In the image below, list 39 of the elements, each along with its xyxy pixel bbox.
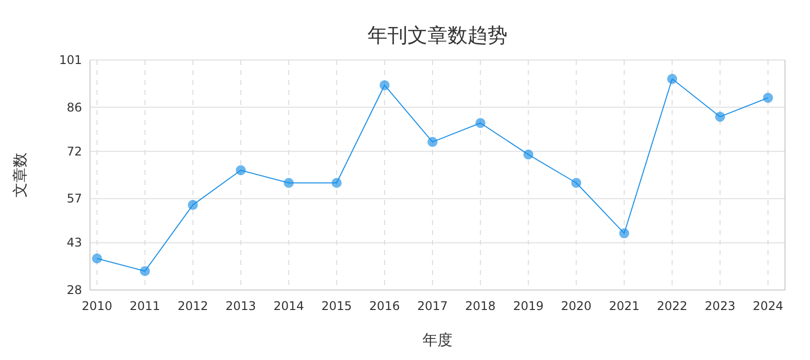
y-tick-label: 57 (66, 192, 82, 206)
y-tick-label: 43 (66, 236, 82, 250)
point (571, 178, 582, 188)
chart-title: 年刊文章数趋势 (368, 23, 508, 47)
y-axis-title: 文章数 (11, 152, 29, 198)
x-tick-label: 2013 (226, 299, 256, 313)
point (763, 92, 773, 103)
x-tick-label: 2010 (82, 299, 112, 313)
x-tick-label: 2015 (321, 299, 352, 313)
x-tick-label: 2012 (178, 299, 208, 313)
point (380, 80, 390, 90)
point (523, 150, 534, 160)
point (236, 165, 246, 176)
x-tick-label: 2023 (704, 299, 736, 313)
y-tick-label: 28 (66, 283, 82, 297)
point (428, 136, 438, 147)
x-tick-label: 2017 (417, 299, 448, 313)
point (332, 178, 342, 188)
point (284, 178, 294, 188)
x-tick-label: 2019 (513, 299, 544, 313)
point (92, 253, 102, 264)
x-tick-label: 2014 (273, 299, 304, 313)
x-tick-label: 2024 (752, 299, 784, 313)
x-axis-title: 年度 (422, 331, 452, 349)
x-tick-label: 2016 (369, 299, 400, 313)
point (619, 228, 630, 238)
x-tick-label: 2011 (130, 299, 160, 313)
point (715, 112, 726, 122)
point (475, 118, 486, 128)
y-tick-label: 101 (59, 53, 82, 67)
y-tick-label: 72 (66, 144, 82, 158)
x-tick-label: 2022 (656, 299, 688, 313)
point (188, 200, 198, 210)
point (667, 74, 678, 84)
point (140, 266, 150, 276)
x-tick-label: 2020 (561, 299, 592, 313)
x-tick-label: 2018 (465, 299, 496, 313)
x-tick-label: 2021 (608, 299, 640, 313)
y-tick-label: 86 (66, 100, 82, 114)
